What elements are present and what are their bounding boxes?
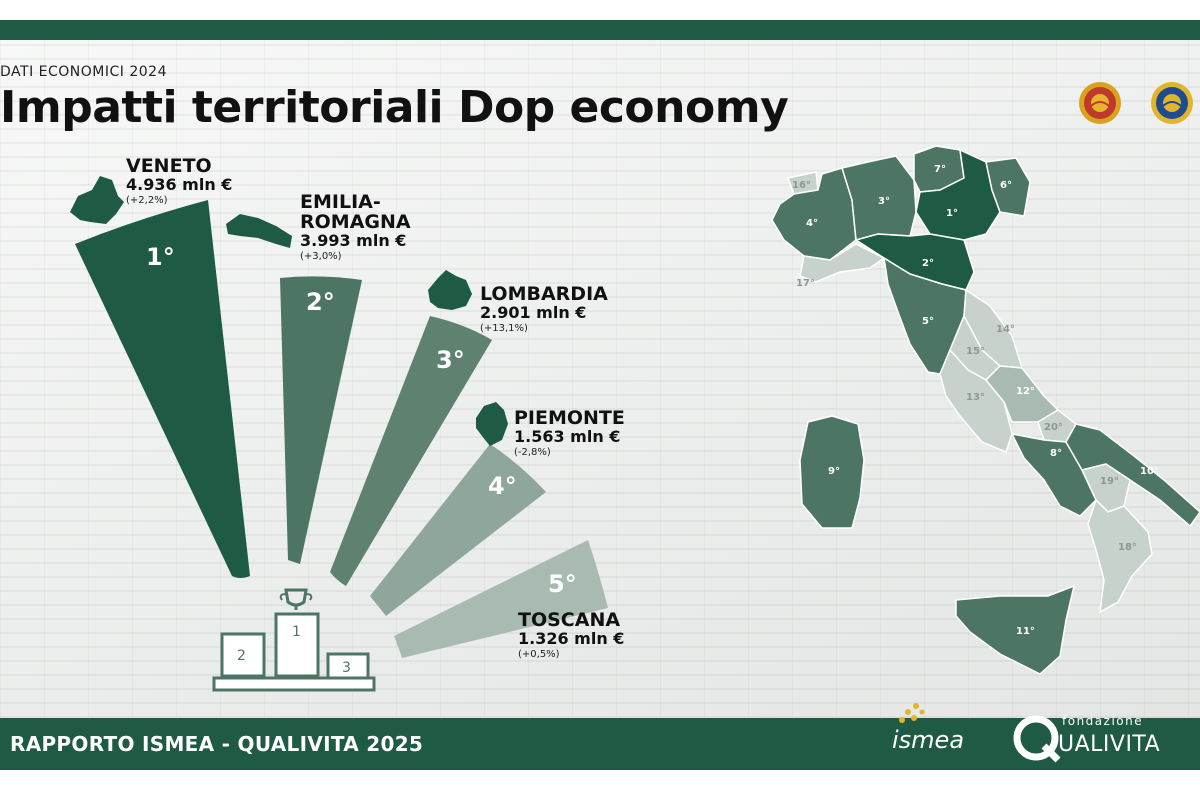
region-name-line2: ROMAGNA xyxy=(300,211,411,233)
region-name-line1: EMILIA- xyxy=(300,191,381,213)
label-lombardia: LOMBARDIA 2.901 mln € (+13,1%) xyxy=(480,284,608,336)
region-value: 4.936 mln € xyxy=(126,175,233,194)
footer-title: RAPPORTO ISMEA - QUALIVITA 2025 xyxy=(10,732,424,756)
label-emilia-romagna: EMILIA- ROMAGNA 3.993 mln € (+3,0%) xyxy=(300,192,411,264)
map-rank-17: 17° xyxy=(796,278,815,289)
qualivita-text: UALIVITA xyxy=(1058,732,1161,757)
subtitle: DATI ECONOMICI 2024 xyxy=(0,64,167,80)
qualivita-logo xyxy=(1013,715,1061,763)
region-variation: (+13,1%) xyxy=(480,323,528,334)
region-variation: (+2,2%) xyxy=(126,195,168,206)
region-variation: (+0,5%) xyxy=(518,649,560,660)
map-rank-18: 18° xyxy=(1118,542,1137,553)
map-rank-19: 19° xyxy=(1100,476,1119,487)
piemonte-shape-icon xyxy=(476,402,508,446)
map-rank-5: 5° xyxy=(922,316,934,327)
map-rank-11: 11° xyxy=(1016,626,1035,637)
qualivita-small-text: fondazione xyxy=(1062,714,1144,728)
region-value: 1.563 mln € xyxy=(514,427,621,446)
rank-bar-2 xyxy=(280,276,362,564)
lombardia-shape-icon xyxy=(428,270,472,310)
map-rank-14: 14° xyxy=(996,324,1015,335)
region-variation: (-2,8%) xyxy=(514,447,551,458)
map-rank-8: 8° xyxy=(1050,448,1062,459)
certification-seals xyxy=(1079,82,1193,124)
region-sicilia xyxy=(955,584,1076,675)
map-rank-7: 7° xyxy=(934,164,946,175)
region-name: PIEMONTE xyxy=(514,407,625,429)
podium-second: 2 xyxy=(237,648,246,664)
map-rank-1: 1° xyxy=(946,208,958,219)
region-campania xyxy=(1010,432,1097,517)
region-variation: (+3,0%) xyxy=(300,251,342,262)
region-friuli xyxy=(985,157,1031,217)
region-value: 1.326 mln € xyxy=(518,629,625,648)
page-title: Impatti territoriali Dop economy xyxy=(0,82,789,133)
rank-bar-5 xyxy=(394,540,608,658)
region-name: LOMBARDIA xyxy=(480,283,608,305)
rank-label-1: 1° xyxy=(146,243,175,271)
podium-third: 3 xyxy=(342,660,351,676)
region-name: TOSCANA xyxy=(518,609,621,631)
region-value: 2.901 mln € xyxy=(480,303,587,322)
top-bar xyxy=(0,20,1200,40)
map-rank-6: 6° xyxy=(1000,180,1012,191)
region-piemonte xyxy=(771,167,857,261)
label-toscana: TOSCANA 1.326 mln € (+0,5%) xyxy=(518,610,624,662)
map-rank-3: 3° xyxy=(878,196,890,207)
ranking-fan-chart: 1° 2° 3° 4° 5° 2 1 3 xyxy=(70,176,608,692)
trophy-icon xyxy=(279,588,313,610)
map-rank-2: 2° xyxy=(922,258,934,269)
rank-bar-4 xyxy=(370,444,546,616)
label-piemonte: PIEMONTE 1.563 mln € (-2,8%) xyxy=(514,408,625,460)
podium-icon: 2 1 3 xyxy=(212,588,376,692)
dop-seal-icon xyxy=(1079,82,1121,124)
region-lombardia xyxy=(841,155,917,241)
rank-bar-1 xyxy=(75,200,250,578)
ismea-logo-mark xyxy=(899,703,925,723)
footer-bar xyxy=(0,718,1200,770)
region-calabria xyxy=(1087,498,1153,614)
emilia-romagna-shape-icon xyxy=(226,214,292,248)
rank-label-3: 3° xyxy=(436,346,465,374)
rank-label-4: 4° xyxy=(488,472,517,500)
map-rank-15: 15° xyxy=(966,346,985,357)
ismea-logo: ismea xyxy=(892,726,965,754)
veneto-shape-icon xyxy=(70,176,124,224)
map-rank-12: 12° xyxy=(1016,386,1035,397)
region-value: 3.993 mln € xyxy=(300,231,407,250)
region-sardegna xyxy=(799,415,865,529)
region-liguria xyxy=(799,243,886,283)
map-rank-10: 10° xyxy=(1140,466,1159,477)
label-veneto: VENETO 4.936 mln € (+2,2%) xyxy=(126,156,232,208)
igp-seal-icon xyxy=(1151,82,1193,124)
italy-map: 1° 2° 3° 4° 5° 6° 7° 8° 9° 10° 11° 12° 1… xyxy=(771,145,1200,675)
map-rank-9: 9° xyxy=(828,466,840,477)
map-rank-4: 4° xyxy=(806,218,818,229)
map-rank-13: 13° xyxy=(966,392,985,403)
map-rank-16: 16° xyxy=(792,180,811,191)
region-name: VENETO xyxy=(126,155,212,177)
rank-bar-3 xyxy=(330,316,492,586)
rank-label-2: 2° xyxy=(306,288,335,316)
map-rank-20: 20° xyxy=(1044,422,1063,433)
podium-first: 1 xyxy=(292,624,301,640)
rank-label-5: 5° xyxy=(548,570,577,598)
